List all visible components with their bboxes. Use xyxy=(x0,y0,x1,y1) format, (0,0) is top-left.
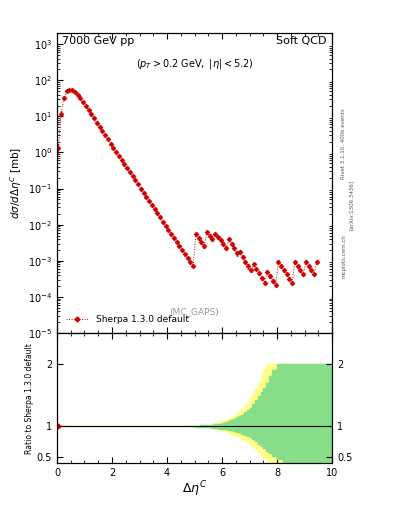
Y-axis label: $d\sigma/d\Delta\eta^{C}$ [mb]: $d\sigma/d\Delta\eta^{C}$ [mb] xyxy=(8,147,24,219)
Y-axis label: Ratio to Sherpa 1.3.0 default: Ratio to Sherpa 1.3.0 default xyxy=(25,343,34,454)
Legend: Sherpa 1.3.0 default: Sherpa 1.3.0 default xyxy=(61,310,193,329)
Text: Soft QCD: Soft QCD xyxy=(276,36,327,46)
Text: 7000 GeV pp: 7000 GeV pp xyxy=(62,36,135,46)
Text: [arXiv:1306.3436]: [arXiv:1306.3436] xyxy=(349,180,354,230)
Text: (MC_GAPS): (MC_GAPS) xyxy=(170,308,219,316)
Text: mcplots.cern.ch: mcplots.cern.ch xyxy=(342,234,347,278)
X-axis label: $\Delta\eta^{C}$: $\Delta\eta^{C}$ xyxy=(182,480,207,499)
Text: Rivet 3.1.10, 400k events: Rivet 3.1.10, 400k events xyxy=(341,108,346,179)
Text: $(p_T > 0.2\ \mathrm{GeV},\ |\eta| < 5.2)$: $(p_T > 0.2\ \mathrm{GeV},\ |\eta| < 5.2… xyxy=(136,57,253,71)
